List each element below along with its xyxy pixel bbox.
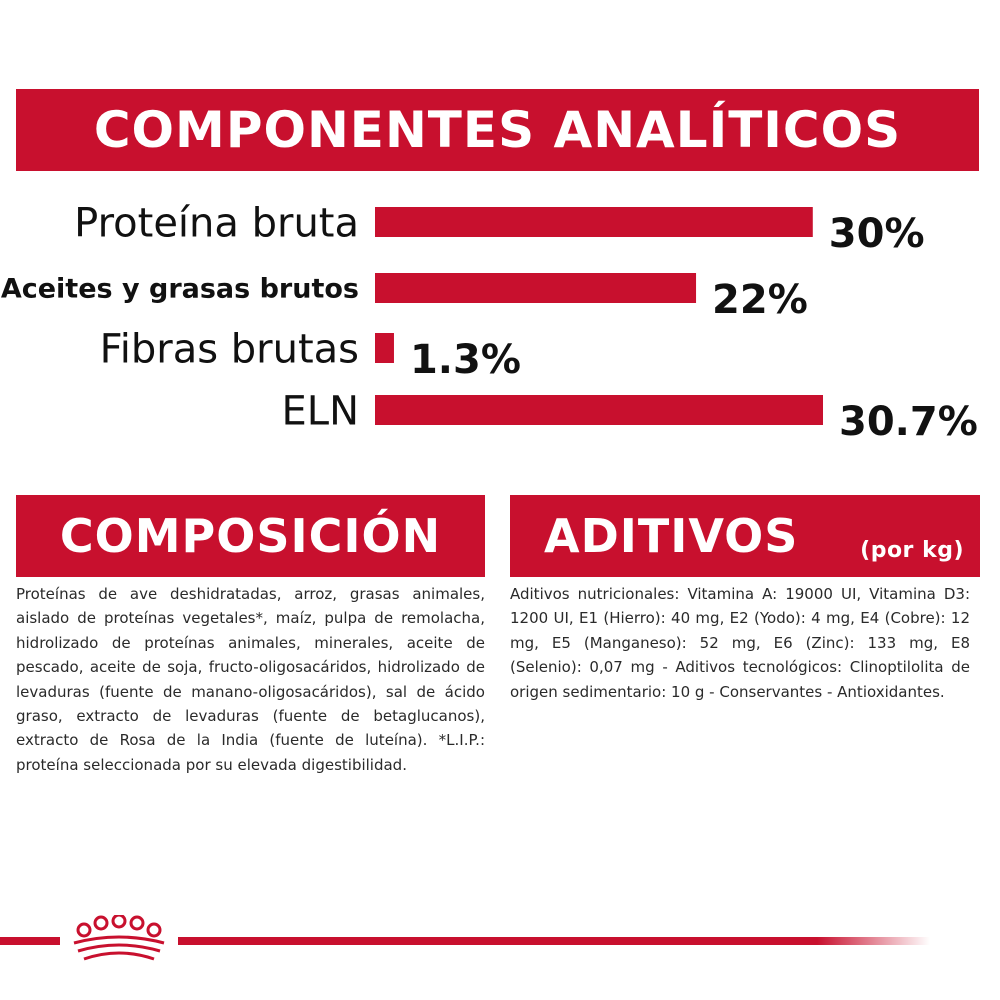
analytic-components-title: COMPONENTES ANALÍTICOS — [93, 101, 902, 159]
bar — [375, 207, 813, 237]
bar — [375, 333, 394, 363]
crown-icon — [73, 915, 165, 961]
bar-value-label: 22% — [712, 277, 808, 323]
additives-title: ADITIVOS — [544, 509, 799, 563]
additives-text: Aditivos nutricionales: Vitamina A: 1900… — [510, 585, 970, 701]
analytic-bar-chart: Proteína bruta 30% Aceites y grasas brutos… — [1, 200, 978, 445]
bar-category-label: Proteína bruta — [74, 200, 359, 246]
bar-category-label: Fibras brutas — [100, 326, 359, 372]
footer-line-left — [0, 937, 60, 945]
analytic-components-banner: COMPONENTES ANALÍTICOS — [16, 89, 979, 171]
composition-text: Proteínas de ave deshidratadas, arroz, g… — [16, 585, 485, 774]
bar-value-label: 30% — [829, 211, 925, 257]
footer-brand-strip — [0, 915, 930, 961]
bar-category-label: Aceites y grasas brutos — [1, 274, 359, 305]
composition-banner: COMPOSICIÓN — [16, 495, 485, 577]
bar-value-label: 1.3% — [410, 337, 521, 383]
composition-title: COMPOSICIÓN — [59, 509, 442, 563]
bar — [375, 395, 823, 425]
additives-banner: ADITIVOS (por kg) — [510, 495, 980, 577]
bar-category-label: ELN — [282, 388, 359, 434]
bar-value-label: 30.7% — [839, 399, 978, 445]
footer-line-right — [178, 937, 930, 945]
additives-unit: (por kg) — [860, 538, 964, 563]
bar — [375, 273, 697, 303]
